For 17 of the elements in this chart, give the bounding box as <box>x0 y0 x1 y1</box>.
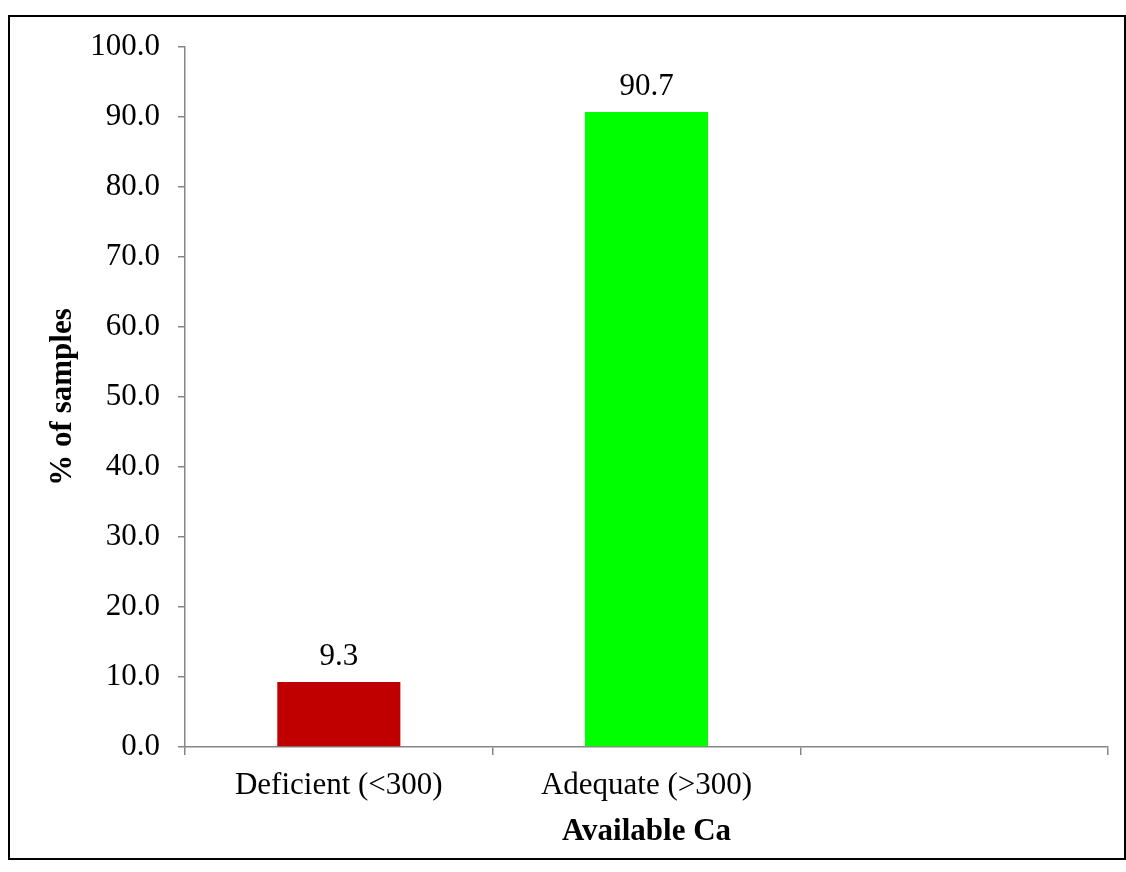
y-tick-label: 60.0 <box>105 307 160 343</box>
x-tick-label: Deficient (<300) <box>234 765 443 801</box>
y-tick-label: 10.0 <box>105 657 160 693</box>
data-label: 90.7 <box>619 66 674 102</box>
y-tick-label: 40.0 <box>105 447 160 483</box>
x-tick-label: Adequate (>300) <box>540 765 753 801</box>
y-tick-label: 70.0 <box>105 237 160 273</box>
y-tick-label: 50.0 <box>105 377 160 413</box>
y-tick-label: 90.0 <box>105 97 160 133</box>
data-label: 9.3 <box>319 636 359 672</box>
y-tick-label: 20.0 <box>105 587 160 623</box>
y-tick-label: 100.0 <box>90 27 160 63</box>
x-axis-title: Available Ca <box>561 812 732 848</box>
y-axis-title: % of samples <box>42 308 78 486</box>
y-tick-label: 30.0 <box>105 517 160 553</box>
y-tick-label: 80.0 <box>105 167 160 203</box>
y-tick-label: 0.0 <box>121 727 160 763</box>
